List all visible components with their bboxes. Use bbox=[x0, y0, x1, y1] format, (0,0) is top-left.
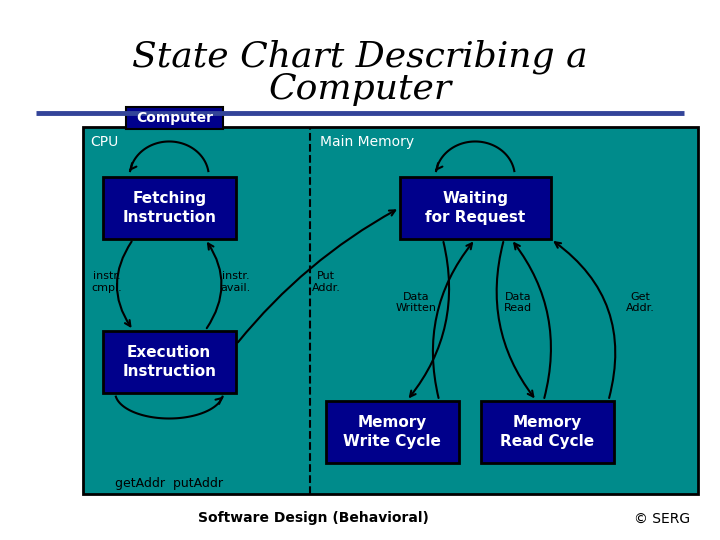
Text: getAddr  putAddr: getAddr putAddr bbox=[115, 477, 223, 490]
Text: Computer: Computer bbox=[269, 72, 451, 106]
Text: Execution
Instruction: Execution Instruction bbox=[122, 345, 216, 379]
Text: instr.
avail.: instr. avail. bbox=[220, 271, 251, 293]
Bar bbox=[325, 401, 459, 463]
Text: Get
Addr.: Get Addr. bbox=[626, 292, 655, 313]
Text: Data
Read: Data Read bbox=[504, 292, 533, 313]
Text: Fetching
Instruction: Fetching Instruction bbox=[122, 191, 216, 225]
Bar bbox=[102, 177, 236, 239]
Text: Waiting
for Request: Waiting for Request bbox=[425, 191, 526, 225]
Text: State Chart Describing a: State Chart Describing a bbox=[132, 39, 588, 74]
Bar bbox=[400, 177, 551, 239]
Text: Computer: Computer bbox=[136, 111, 213, 125]
Bar bbox=[83, 127, 698, 494]
Text: Data
Written: Data Written bbox=[396, 292, 436, 313]
Text: Memory
Write Cycle: Memory Write Cycle bbox=[343, 415, 441, 449]
Text: instr.
cmpl.: instr. cmpl. bbox=[91, 271, 122, 293]
Text: Put
Addr.: Put Addr. bbox=[312, 271, 341, 293]
Text: CPU: CPU bbox=[90, 135, 118, 149]
Text: Main Memory: Main Memory bbox=[320, 135, 415, 149]
Text: © SERG: © SERG bbox=[634, 511, 690, 525]
Bar bbox=[126, 107, 223, 129]
Text: Software Design (Behavioral): Software Design (Behavioral) bbox=[198, 511, 428, 525]
Bar bbox=[481, 401, 613, 463]
Bar bbox=[102, 330, 236, 393]
Text: Memory
Read Cycle: Memory Read Cycle bbox=[500, 415, 594, 449]
